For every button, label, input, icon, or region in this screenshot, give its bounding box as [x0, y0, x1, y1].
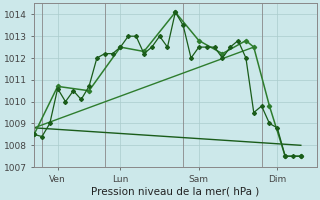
X-axis label: Pression niveau de la mer( hPa ): Pression niveau de la mer( hPa ) [91, 187, 260, 197]
